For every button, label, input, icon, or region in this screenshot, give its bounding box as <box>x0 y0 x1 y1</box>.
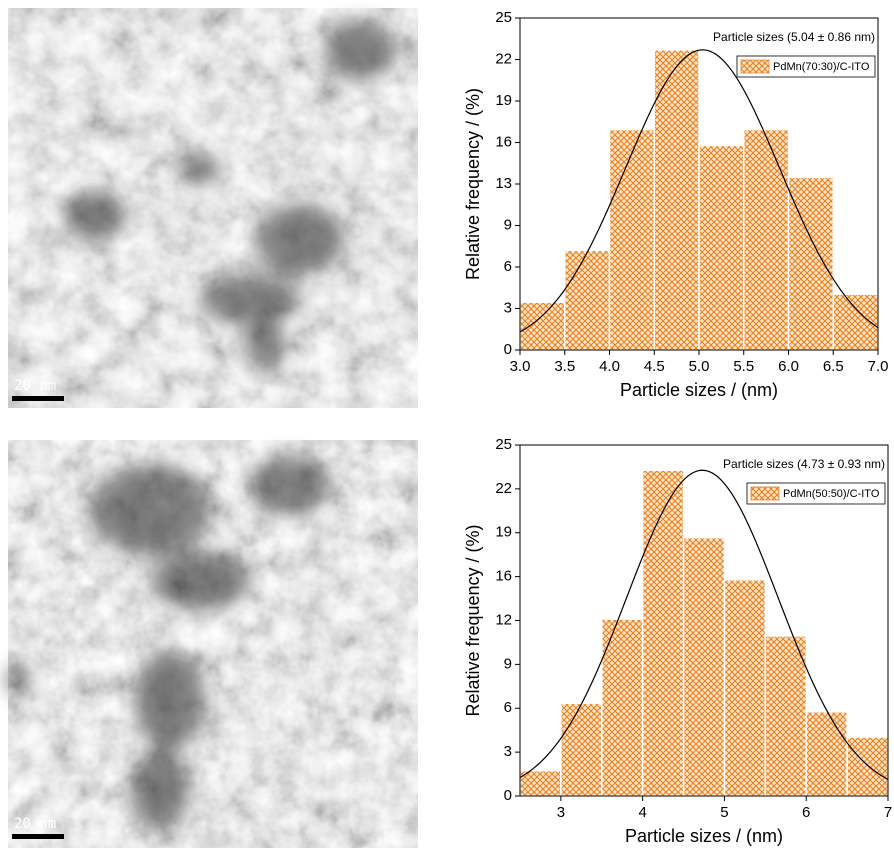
x-tick-label: 5.5 <box>733 358 754 375</box>
y-axis-title: Relative frequency / (%) <box>463 88 483 280</box>
y-axis-title: Relative frequency / (%) <box>463 524 483 716</box>
y-tick-label: 6 <box>504 699 512 716</box>
bar <box>743 128 790 351</box>
y-tick-label: 25 <box>495 436 512 453</box>
y-tick-label: 12 <box>495 611 512 628</box>
y-tick-label: 19 <box>495 92 512 109</box>
y-tick-label: 16 <box>495 568 512 585</box>
bar <box>519 769 562 797</box>
x-tick-label: 5 <box>720 804 728 821</box>
fit-curve <box>519 49 879 333</box>
x-tick-label: 6 <box>802 804 810 821</box>
x-tick-label: 3.5 <box>554 358 575 375</box>
bar <box>723 579 767 797</box>
bar <box>641 469 685 797</box>
bar <box>846 736 889 797</box>
x-tick-label: 4.0 <box>599 358 620 375</box>
legend-swatch <box>740 59 770 74</box>
x-tick-label: 5.0 <box>689 358 710 375</box>
bar <box>601 618 644 797</box>
x-tick-label: 7 <box>884 804 892 821</box>
y-tick-label: 3 <box>504 299 512 316</box>
y-tick-label: 0 <box>504 787 512 804</box>
bar <box>564 249 611 351</box>
x-tick-label: 7.0 <box>868 358 889 375</box>
bar <box>805 711 848 797</box>
x-tick-label: 4.5 <box>644 358 665 375</box>
bar <box>698 144 745 351</box>
bar <box>560 702 603 797</box>
scale-label: 20 nm <box>14 816 56 832</box>
annotation: Particle sizes (4.73 ± 0.93 nm) <box>723 457 885 471</box>
y-tick-label: 3 <box>504 743 512 760</box>
chart: PdMn(50:50)/C-ITO 0 3 6 9 12 16 19 22 25 3 4 5 6 7 Part… <box>463 436 892 846</box>
y-tick-label: 9 <box>504 216 512 233</box>
y-tick-label: 25 <box>495 9 512 26</box>
y-tick-label: 22 <box>495 50 512 67</box>
legend-label: PdMn(70:30)/C-ITO <box>773 61 870 73</box>
x-tick-label: 6.5 <box>823 358 844 375</box>
y-tick-label: 22 <box>495 480 512 497</box>
x-axis-title: Particle sizes / (nm) <box>620 380 778 400</box>
x-tick-label: 3 <box>557 804 565 821</box>
chart: PdMn(70:30)/C-ITO 0 3 6 9 13 16 19 22 25 3.0 3.5 4.0… <box>463 9 889 400</box>
scale-label: 20 nm <box>14 378 56 394</box>
y-tick-label: 6 <box>504 258 512 275</box>
bar <box>682 536 726 797</box>
fit-curve <box>519 469 889 780</box>
legend-box <box>746 482 886 505</box>
x-axis-title: Particle sizes / (nm) <box>625 826 783 846</box>
y-tick-label: 16 <box>495 133 512 150</box>
legend-swatch <box>750 486 780 501</box>
y-tick-label: 9 <box>504 655 512 672</box>
bar <box>764 635 807 797</box>
x-tick-label: 4 <box>638 804 646 821</box>
y-tick-label: 19 <box>495 524 512 541</box>
x-tick-label: 6.0 <box>778 358 799 375</box>
bar <box>608 128 655 351</box>
legend-label: PdMn(50:50)/C-ITO <box>783 488 880 500</box>
bar <box>519 301 566 351</box>
bar <box>653 49 700 351</box>
y-tick-label: 13 <box>495 175 512 192</box>
y-tick-label: 0 <box>504 341 512 358</box>
annotation: Particle sizes (5.04 ± 0.86 nm) <box>713 30 875 44</box>
x-tick-label: 3.0 <box>510 358 531 375</box>
tem-image: 20 nm <box>6 440 418 848</box>
tem-image: 20 nm <box>8 8 418 408</box>
legend-box <box>736 55 876 78</box>
